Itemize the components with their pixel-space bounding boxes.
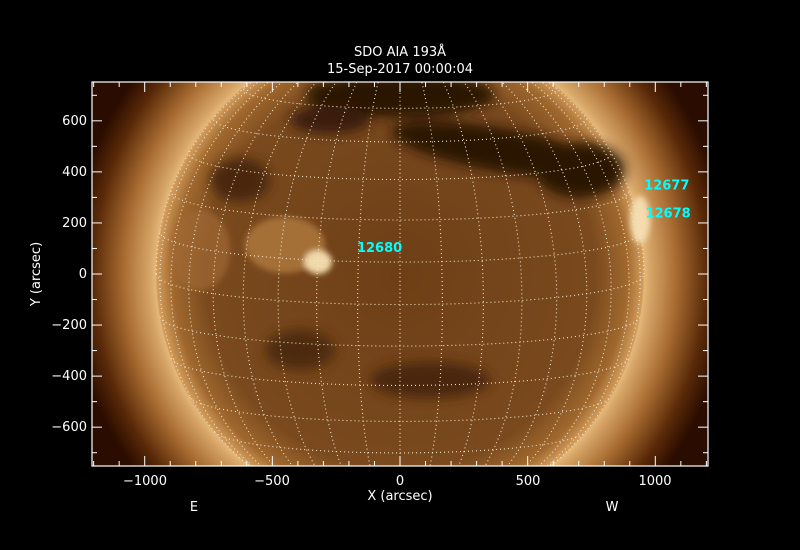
longitude-line (316, 82, 358, 466)
longitude-line (349, 32, 400, 36)
longitude-line (383, 31, 400, 32)
longitude-line (322, 32, 400, 43)
latitude-line (358, 32, 443, 41)
active-region-label-12678: 12678 (645, 207, 690, 222)
y-tick-label: −200 (51, 318, 87, 333)
y-tick-label: 400 (62, 165, 87, 180)
longitude-line (400, 30, 410, 32)
latitude-line (322, 505, 478, 512)
y-tick-label: −400 (51, 369, 87, 384)
west-limb-label: W (606, 500, 619, 515)
heliographic-grid (155, 30, 645, 518)
x-tick-label: 500 (516, 474, 541, 489)
y-tick-label: 0 (79, 267, 87, 282)
longitude-line (442, 82, 484, 466)
y-tick-labels: −600 −400 −200 0 200 400 600 (51, 114, 87, 435)
x-tick-label: 1000 (638, 474, 671, 489)
latitude-line (170, 357, 630, 386)
latitude-line (242, 85, 558, 109)
axis-ticks (92, 82, 708, 466)
y-tick-label: 600 (62, 114, 87, 129)
active-region-label-12677: 12677 (644, 179, 689, 194)
x-tick-labels: −1000 −500 0 500 1000 (123, 474, 672, 489)
x-tick-label: −1000 (123, 474, 167, 489)
longitude-line (400, 32, 478, 43)
longitude-line (376, 31, 401, 32)
latitude-line (189, 396, 611, 422)
longitude-line (395, 30, 400, 32)
active-regions (170, 196, 650, 290)
active-region-labels: 12680 12677 12678 (357, 179, 691, 257)
longitude-line (390, 30, 400, 32)
x-tick-label: 0 (396, 474, 404, 489)
longitude-line (400, 31, 417, 32)
longitude-line (159, 82, 260, 466)
latitude-line (159, 231, 641, 263)
y-axis-label: Y (arcsec) (29, 242, 44, 307)
longitude-line (540, 82, 641, 466)
y-tick-label: 200 (62, 216, 87, 231)
chart-subtitle: 15-Sep-2017 00:00:04 (327, 62, 473, 77)
east-limb-label: E (190, 500, 198, 515)
latitude-line (371, 516, 430, 518)
y-tick-label: −600 (51, 420, 87, 435)
solar-disk (156, 82, 644, 466)
longitude-line (400, 32, 451, 36)
latitude-line (159, 316, 641, 347)
longitude-line (400, 31, 425, 32)
chart-title: SDO AIA 193Å (354, 44, 446, 60)
x-axis-label: X (arcsec) (367, 489, 432, 504)
longitude-line (400, 30, 405, 32)
plot-area (92, 30, 708, 518)
x-tick-label: −500 (254, 474, 290, 489)
longitude-line (400, 31, 436, 33)
active-region-label-12680: 12680 (357, 241, 402, 256)
longitude-line (364, 31, 400, 33)
